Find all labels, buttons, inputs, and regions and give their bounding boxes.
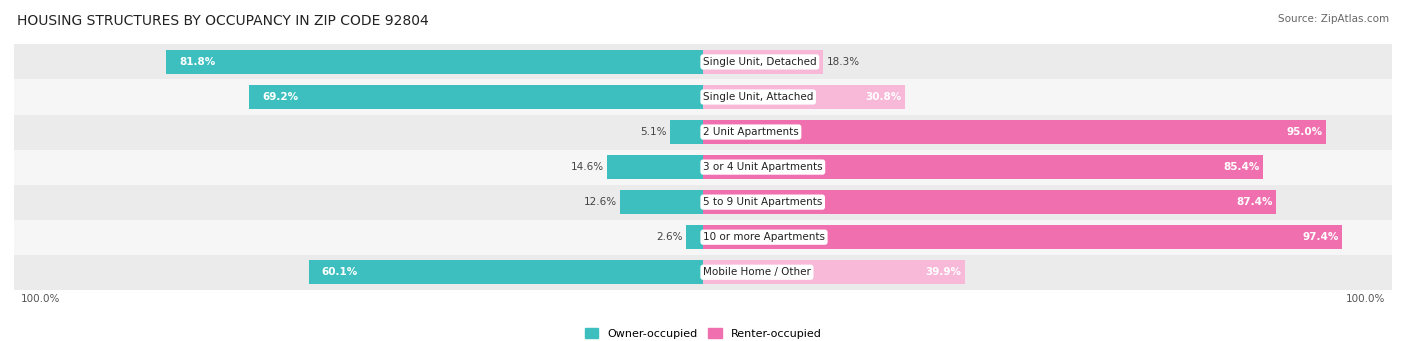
Text: 81.8%: 81.8% bbox=[180, 57, 215, 67]
Text: 12.6%: 12.6% bbox=[583, 197, 617, 207]
Text: 2.6%: 2.6% bbox=[657, 232, 683, 242]
Bar bbox=[14, 79, 1392, 115]
Text: Single Unit, Attached: Single Unit, Attached bbox=[703, 92, 814, 102]
Bar bbox=[669, 120, 703, 144]
Bar bbox=[14, 220, 1392, 255]
Text: 95.0%: 95.0% bbox=[1286, 127, 1323, 137]
Text: 2 Unit Apartments: 2 Unit Apartments bbox=[703, 127, 799, 137]
Text: 30.8%: 30.8% bbox=[866, 92, 901, 102]
Bar bbox=[703, 260, 965, 284]
Text: Mobile Home / Other: Mobile Home / Other bbox=[703, 267, 811, 277]
Bar bbox=[703, 50, 823, 74]
Bar bbox=[166, 50, 703, 74]
Legend: Owner-occupied, Renter-occupied: Owner-occupied, Renter-occupied bbox=[581, 324, 825, 341]
Bar bbox=[686, 225, 703, 249]
Text: 3 or 4 Unit Apartments: 3 or 4 Unit Apartments bbox=[703, 162, 823, 172]
Bar bbox=[607, 155, 703, 179]
Bar bbox=[249, 85, 703, 109]
Text: 69.2%: 69.2% bbox=[262, 92, 298, 102]
Text: 87.4%: 87.4% bbox=[1237, 197, 1274, 207]
Text: 5 to 9 Unit Apartments: 5 to 9 Unit Apartments bbox=[703, 197, 823, 207]
Text: 60.1%: 60.1% bbox=[322, 267, 359, 277]
Text: 10 or more Apartments: 10 or more Apartments bbox=[703, 232, 825, 242]
Bar bbox=[14, 150, 1392, 184]
Text: 18.3%: 18.3% bbox=[827, 57, 859, 67]
Text: 97.4%: 97.4% bbox=[1302, 232, 1339, 242]
Bar bbox=[14, 255, 1392, 290]
Bar bbox=[703, 85, 905, 109]
Bar bbox=[703, 155, 1264, 179]
Bar bbox=[309, 260, 703, 284]
Text: Source: ZipAtlas.com: Source: ZipAtlas.com bbox=[1278, 14, 1389, 24]
Bar bbox=[14, 115, 1392, 150]
Bar bbox=[703, 120, 1326, 144]
Text: 39.9%: 39.9% bbox=[925, 267, 962, 277]
Bar bbox=[620, 190, 703, 214]
Text: 85.4%: 85.4% bbox=[1223, 162, 1260, 172]
Text: 5.1%: 5.1% bbox=[640, 127, 666, 137]
Text: 100.0%: 100.0% bbox=[21, 294, 60, 304]
Bar bbox=[14, 184, 1392, 220]
Text: HOUSING STRUCTURES BY OCCUPANCY IN ZIP CODE 92804: HOUSING STRUCTURES BY OCCUPANCY IN ZIP C… bbox=[17, 14, 429, 28]
Bar bbox=[14, 44, 1392, 79]
Bar bbox=[703, 225, 1343, 249]
Bar bbox=[703, 190, 1277, 214]
Text: 100.0%: 100.0% bbox=[1346, 294, 1385, 304]
Text: 14.6%: 14.6% bbox=[571, 162, 605, 172]
Text: Single Unit, Detached: Single Unit, Detached bbox=[703, 57, 817, 67]
